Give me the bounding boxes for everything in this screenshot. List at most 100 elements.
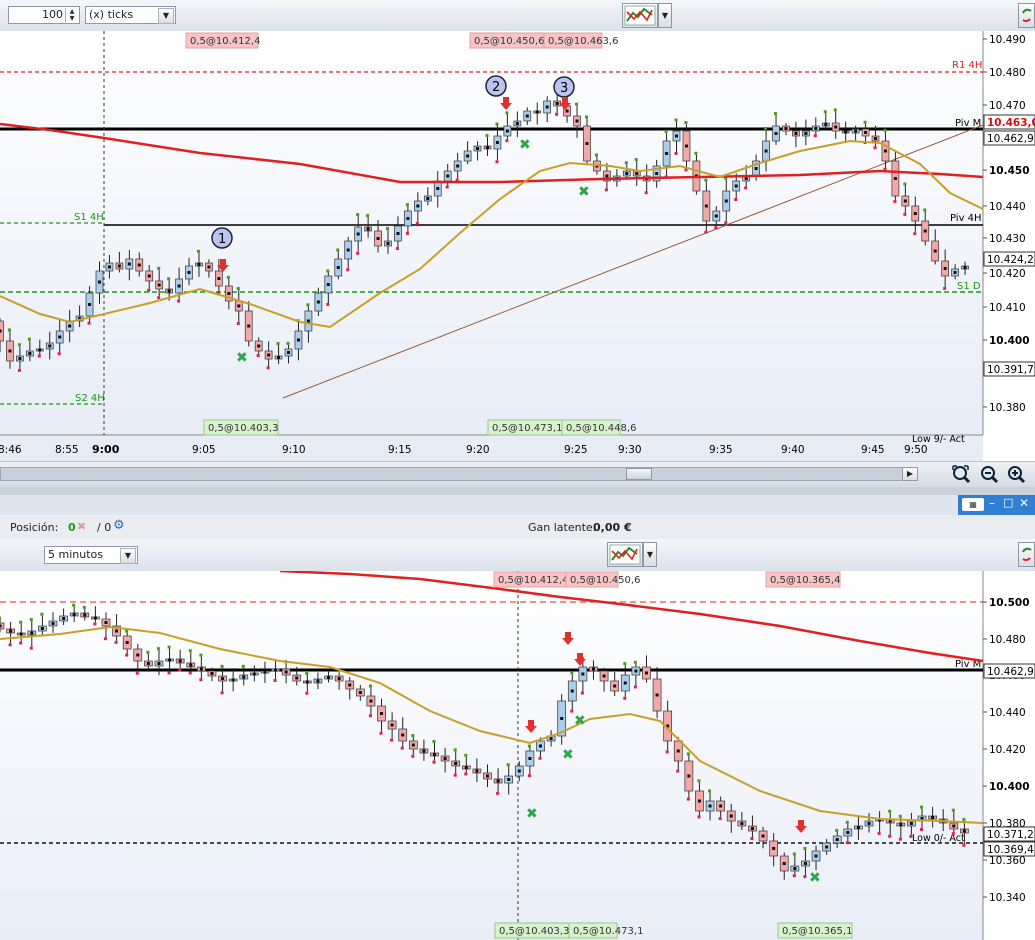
min5-close-dot [962, 829, 966, 833]
min5-low-dot [29, 646, 33, 650]
pivot-m-label: Piv M [955, 659, 981, 670]
tick-low-dot [873, 146, 877, 150]
exit-cross-icon[interactable]: ✖ [578, 184, 590, 200]
tick-close-dot [575, 119, 579, 123]
order-tag-bottom: 0,5@10.403,3 [499, 926, 569, 937]
tick-close-dot [844, 130, 848, 134]
tick-high-dot [684, 121, 688, 125]
tick-count-spinner[interactable]: 100 ▲ ▼ [8, 6, 80, 24]
min5-candle[interactable] [0, 622, 5, 630]
tick-high-dot [485, 134, 489, 138]
indicators-button[interactable] [607, 542, 643, 567]
tick-unit-select[interactable]: (x) ticks ▼ [85, 6, 176, 24]
scroll-right-button[interactable]: ▶ [902, 467, 918, 481]
min5-close-dot [475, 769, 479, 773]
indicators-dropdown-button[interactable]: ▼ [643, 542, 657, 567]
tick-close-dot [635, 172, 639, 175]
sell-arrow-icon[interactable] [525, 720, 537, 733]
sell-arrow-icon[interactable] [559, 97, 571, 110]
min5-close-dot [369, 699, 373, 703]
tick-close-dot [287, 351, 291, 354]
sell-arrow-icon[interactable] [217, 259, 229, 272]
spinner-arrows-icon[interactable]: ▲ ▼ [65, 8, 78, 22]
sell-arrow-icon[interactable] [562, 632, 574, 645]
order-tag-bottom: 0,5@10.365,1 [782, 926, 852, 937]
order-tag-bottom-bg[interactable] [568, 922, 618, 939]
min5-close-dot [83, 613, 87, 617]
plot-area[interactable] [0, 571, 983, 940]
minute-chart-svg[interactable]: 10.50010.48010.46010.44010.42010.40010.3… [0, 571, 1035, 940]
tick-low-dot [943, 286, 947, 290]
order-tag-top-bg[interactable] [565, 571, 619, 588]
keyboard-icon[interactable]: ▦ [962, 498, 984, 511]
sell-arrow-icon[interactable] [500, 97, 512, 110]
tick-candle[interactable] [0, 320, 4, 342]
exit-cross-icon[interactable]: ✖ [809, 870, 821, 886]
tick-chart-svg[interactable]: 10.490 10.480 10.470 10.450 10.440 10.430 10.4… [0, 31, 1035, 461]
indicators-dropdown-button[interactable]: ▼ [658, 3, 672, 28]
zoom-out-icon[interactable] [979, 464, 999, 484]
order-tag-bottom-bg[interactable] [777, 922, 853, 939]
min5-close-dot [157, 662, 161, 665]
tick-close-dot [107, 265, 111, 269]
exit-cross-icon[interactable]: ✖ [574, 713, 586, 729]
trade-marker-1[interactable] [211, 227, 233, 249]
order-tag-top-bg[interactable] [185, 32, 259, 49]
price-axis-label: 10.420 [989, 744, 1026, 756]
refresh-button[interactable] [1018, 542, 1035, 567]
sell-arrow-icon[interactable] [574, 653, 586, 666]
tick-close-dot [535, 110, 539, 114]
scroll-right-button[interactable] [1018, 3, 1035, 28]
order-tag-top: 0,5@10.463,6 [548, 36, 618, 47]
tick-close-dot [117, 264, 121, 268]
tick-close-dot [296, 338, 300, 342]
price-axis-label: 10.500 [989, 597, 1030, 609]
plot-gradient [0, 31, 983, 461]
minimize-icon[interactable]: – [989, 496, 995, 510]
maximize-icon[interactable]: □ [1003, 496, 1014, 509]
tick-low-dot [266, 366, 270, 370]
gear-icon[interactable]: ⚙ [113, 518, 125, 533]
indicators-button[interactable] [622, 3, 658, 28]
min5-close-dot [199, 667, 203, 671]
trade-marker-2[interactable] [485, 75, 507, 97]
interval-select[interactable]: 5 minutos ▼ [44, 546, 138, 564]
exit-cross-icon[interactable]: ✖ [519, 137, 531, 153]
chevron-down-icon[interactable]: ▼ [120, 548, 136, 564]
order-tag-top-bg[interactable] [765, 571, 841, 588]
minute-chart-panel[interactable]: 10.50010.48010.46010.44010.42010.40010.3… [0, 571, 1035, 940]
min5-close-dot [825, 845, 829, 849]
scrollbar-thumb[interactable] [626, 468, 652, 480]
tick-close-dot [456, 164, 460, 168]
tick-close-dot [217, 277, 221, 280]
tick-low-dot [37, 354, 41, 358]
time-axis-label: 9:35 [709, 444, 733, 456]
panel-separator[interactable] [0, 487, 1035, 495]
zoom-in-icon[interactable] [1006, 464, 1026, 484]
exit-cross-icon[interactable]: ✖ [236, 350, 248, 366]
order-tag-bottom-bg[interactable] [203, 419, 279, 436]
tick-chart-panel[interactable]: 10.490 10.480 10.470 10.450 10.440 10.430 10.4… [0, 31, 1035, 461]
tick-high-dot [584, 115, 588, 119]
min5-close-dot [274, 668, 278, 672]
order-tag-bottom-bg[interactable] [561, 419, 621, 436]
tick-close-dot [316, 300, 320, 304]
horizontal-scrollbar[interactable] [0, 467, 918, 481]
close-position-icon[interactable]: ✖ [77, 520, 87, 533]
exit-cross-icon[interactable]: ✖ [526, 806, 538, 822]
tick-low-dot [256, 354, 260, 358]
close-icon[interactable]: ✕ [1019, 496, 1030, 510]
min5-close-dot [93, 616, 97, 620]
tick-close-dot [864, 131, 868, 134]
order-tag-top-bg[interactable] [543, 32, 603, 49]
tick-close-dot [953, 271, 957, 274]
min5-close-dot [856, 826, 860, 829]
ma-long-line [279, 571, 984, 663]
sell-arrow-icon[interactable] [795, 820, 807, 833]
min5-high-dot [125, 629, 129, 633]
chevron-down-icon[interactable]: ▼ [158, 8, 174, 24]
tick-close-dot [446, 174, 450, 178]
tick-low-dot [505, 139, 509, 143]
auto-zoom-icon[interactable] [951, 464, 971, 484]
exit-cross-icon[interactable]: ✖ [562, 747, 574, 763]
